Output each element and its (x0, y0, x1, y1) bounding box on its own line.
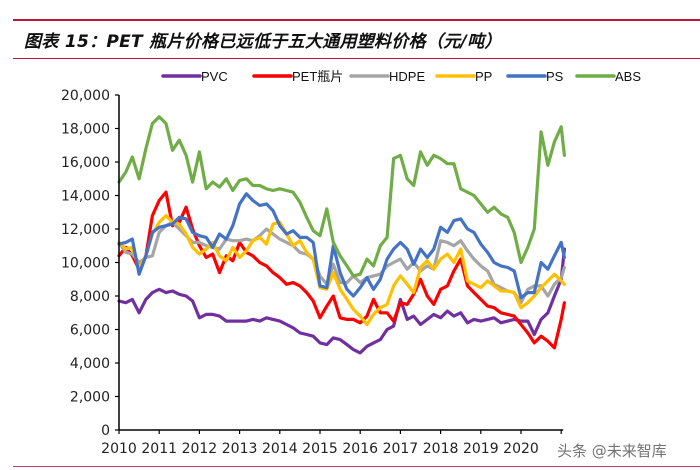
legend-label: PS (546, 69, 564, 84)
series-line-pvc (117, 247, 567, 355)
legend: PVC PET瓶片 HDPE PP PS ABS (161, 69, 641, 84)
y-tick-label: 10,000 (61, 256, 110, 272)
legend-item: HDPE (349, 69, 425, 84)
watermark: 头条 @未来智库 (557, 442, 667, 460)
title-bottom-rule (13, 58, 700, 59)
y-tick-label: 4,000 (70, 356, 110, 372)
y-tick-label: 16,000 (61, 155, 110, 171)
legend-item: ABS (575, 69, 641, 84)
x-tick-label: 2014 (262, 441, 298, 457)
y-tick-label: 0 (101, 423, 110, 439)
series-line-pet-bottle-chip (117, 190, 567, 350)
legend-label: PVC (201, 69, 228, 84)
legend-label: HDPE (389, 69, 425, 84)
y-tick-label: 20,000 (61, 88, 110, 104)
x-tick-label: 2017 (383, 441, 419, 457)
x-tick-label: 2020 (503, 441, 539, 457)
series-line-abs (117, 115, 567, 278)
x-tick-label: 2011 (141, 441, 177, 457)
legend-label: PET瓶片 (292, 69, 343, 84)
y-tick-label: 8,000 (70, 289, 110, 305)
y-tick-label: 18,000 (61, 122, 110, 138)
y-tick-label: 12,000 (61, 222, 110, 238)
series-line-pp (117, 214, 567, 327)
chart-title: 图表 15：PET 瓶片价格已远低于五大通用塑料价格（元/吨） (24, 32, 502, 52)
x-tick-label: 2019 (463, 441, 499, 457)
x-tick-label: 2015 (302, 441, 338, 457)
x-tick-label: 2010 (101, 441, 137, 457)
x-tick-label: 2012 (182, 441, 218, 457)
legend-label: ABS (615, 69, 641, 84)
y-tick-label: 6,000 (70, 323, 110, 339)
y-tick-label: 2,000 (70, 390, 110, 406)
x-tick-label: 2018 (423, 441, 459, 457)
title-top-rule (13, 19, 700, 21)
axes: 0 2,000 4,000 6,000 8,000 10,000 12,000 14,000 1… (61, 88, 564, 457)
legend-item: PS (506, 69, 564, 84)
x-tick-label: 2016 (342, 441, 378, 457)
series-line-ps (117, 192, 567, 300)
series-layer (117, 115, 567, 355)
y-tick-label: 14,000 (61, 189, 110, 205)
legend-item: PP (435, 69, 492, 84)
legend-item: PVC (161, 69, 228, 84)
legend-label: PP (475, 69, 492, 84)
legend-item: PET瓶片 (252, 69, 343, 84)
x-tick-label: 2013 (222, 441, 258, 457)
footer-rule (13, 466, 700, 467)
